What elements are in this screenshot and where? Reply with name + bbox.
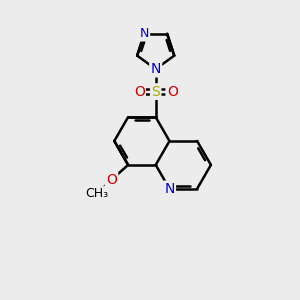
Text: CH₃: CH₃ (85, 188, 108, 200)
Text: N: N (140, 27, 149, 40)
Text: O: O (167, 85, 178, 99)
Text: N: N (151, 62, 161, 76)
Text: N: N (164, 182, 175, 196)
Text: O: O (134, 85, 145, 99)
Text: O: O (106, 173, 117, 187)
Text: S: S (151, 85, 160, 99)
